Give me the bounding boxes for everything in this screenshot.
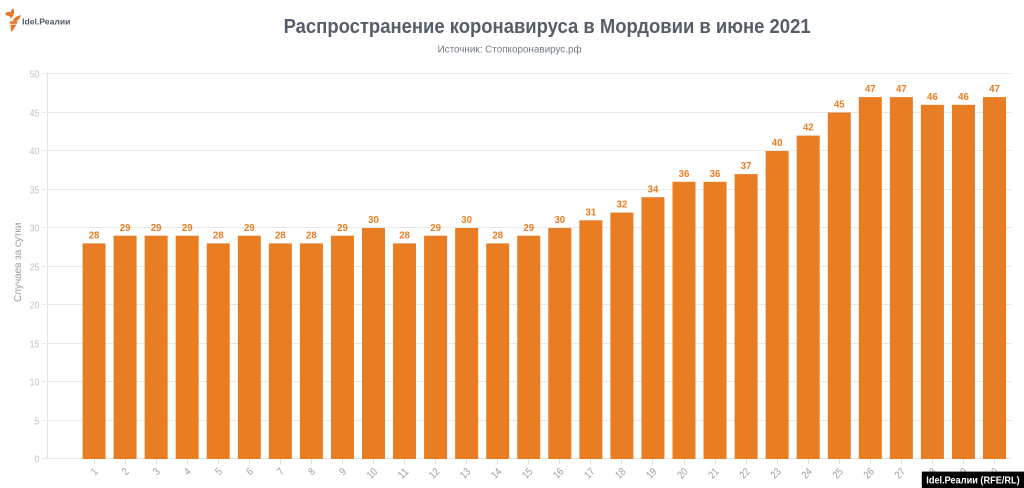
svg-text:28: 28 — [306, 231, 317, 242]
svg-text:30: 30 — [554, 215, 565, 226]
svg-text:37: 37 — [741, 161, 752, 172]
svg-text:28: 28 — [275, 231, 286, 242]
svg-text:31: 31 — [586, 207, 597, 218]
svg-text:Idel.Реалии: Idel.Реалии — [22, 18, 70, 27]
svg-text:28: 28 — [213, 231, 224, 242]
svg-text:36: 36 — [710, 169, 721, 180]
svg-text:36: 36 — [679, 169, 690, 180]
svg-text:29: 29 — [182, 223, 193, 234]
svg-text:29: 29 — [337, 223, 348, 234]
svg-text:28: 28 — [89, 231, 100, 242]
svg-text:35: 35 — [30, 184, 40, 196]
svg-text:32: 32 — [617, 200, 628, 211]
svg-text:47: 47 — [989, 84, 1000, 95]
svg-text:45: 45 — [834, 100, 845, 111]
svg-text:29: 29 — [430, 223, 441, 234]
svg-text:Источник: Стопкоронавирус.рф: Источник: Стопкоронавирус.рф — [438, 44, 582, 55]
svg-text:15: 15 — [30, 338, 40, 350]
svg-text:5: 5 — [34, 415, 39, 427]
svg-text:30: 30 — [368, 215, 379, 226]
svg-text:29: 29 — [244, 223, 255, 234]
svg-text:29: 29 — [523, 223, 534, 234]
svg-text:46: 46 — [927, 92, 938, 103]
svg-text:46: 46 — [958, 92, 969, 103]
svg-text:28: 28 — [492, 231, 503, 242]
svg-text:47: 47 — [896, 84, 907, 95]
svg-text:0: 0 — [34, 453, 39, 465]
svg-text:30: 30 — [461, 215, 472, 226]
svg-text:28: 28 — [399, 231, 410, 242]
svg-text:20: 20 — [30, 299, 40, 311]
svg-text:Idel.Реалии (RFE/RL): Idel.Реалии (RFE/RL) — [926, 476, 1019, 487]
svg-text:29: 29 — [120, 223, 131, 234]
svg-text:Случаев за сутки: Случаев за сутки — [12, 222, 24, 302]
svg-text:50: 50 — [30, 68, 40, 80]
svg-text:45: 45 — [30, 107, 40, 119]
svg-text:25: 25 — [30, 261, 40, 273]
svg-text:30: 30 — [30, 222, 40, 234]
svg-text:34: 34 — [648, 184, 659, 195]
svg-text:47: 47 — [865, 84, 876, 95]
svg-text:10: 10 — [30, 376, 40, 388]
svg-text:42: 42 — [803, 123, 814, 134]
svg-text:Распространение коронавируса в: Распространение коронавируса в Мордовии … — [284, 16, 811, 38]
svg-text:40: 40 — [772, 138, 783, 149]
svg-text:40: 40 — [30, 145, 40, 157]
svg-text:29: 29 — [151, 223, 162, 234]
